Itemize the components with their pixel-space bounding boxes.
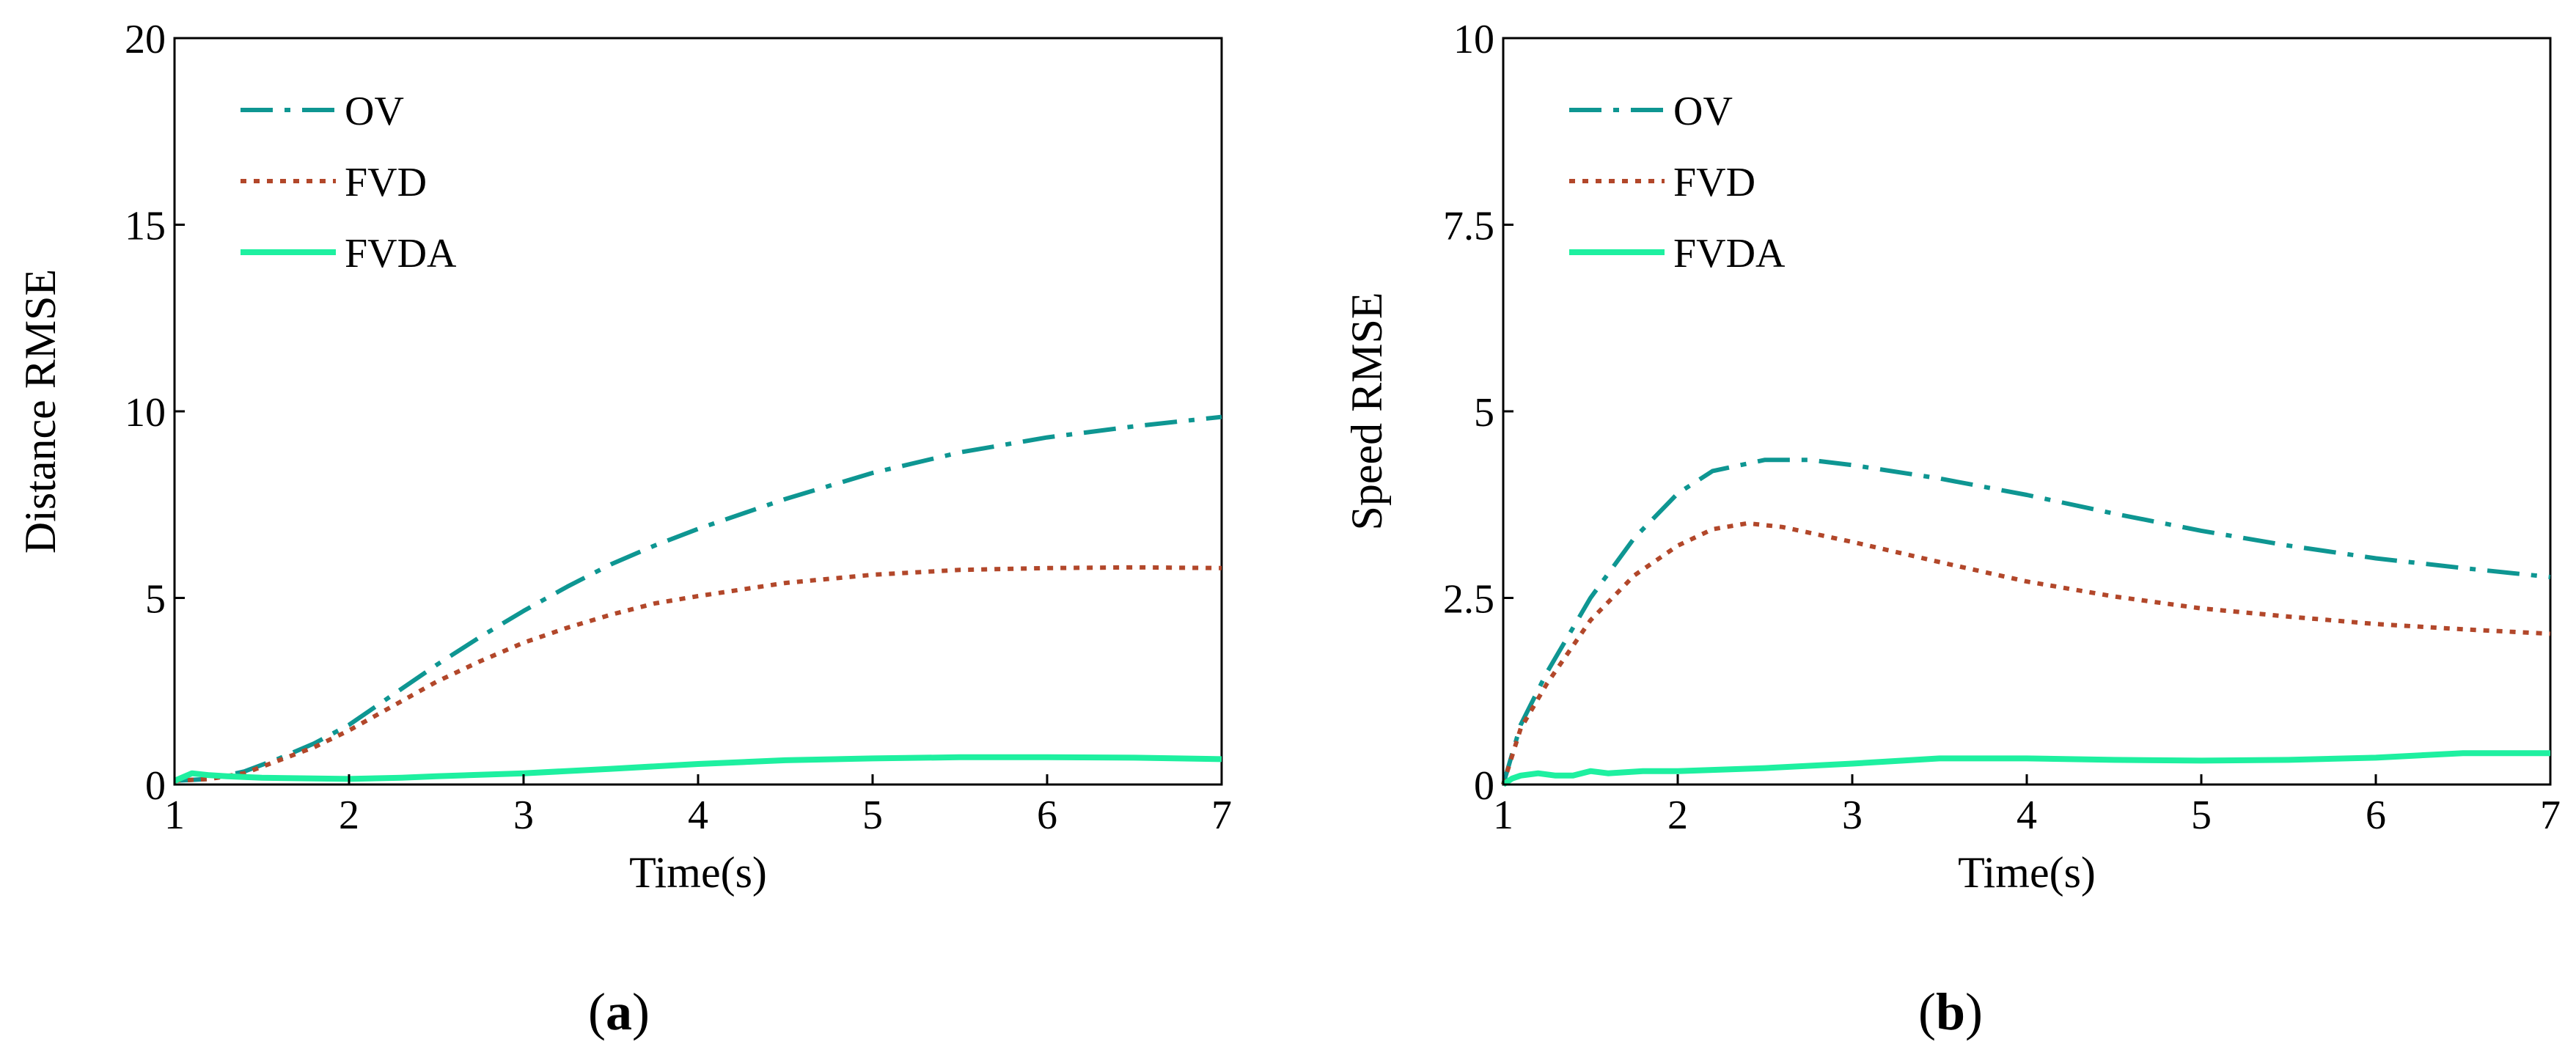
series-line-fvd: [1501, 521, 2551, 785]
caption-open-paren: (: [588, 982, 606, 1041]
y-axis-title: Speed RMSE: [1343, 292, 1391, 530]
x-tick-label: 1: [1493, 793, 1513, 838]
series-layer: [173, 414, 1222, 784]
plot-area-frame: [1502, 37, 2552, 786]
panel-distance-rmse: 1 2 3 4 5 6 7 0 5 10 15 20 Time(s) Distance RMSE OV…: [16, 17, 1232, 1041]
y-tick-label: 5: [1474, 390, 1494, 436]
panel-speed-rmse: 1 2 3 4 5 6 7 0 2.5 5 7.5 10 Time(s) Speed RMSE OV F…: [1343, 17, 2561, 1041]
x-tick-label: 7: [1211, 793, 1232, 838]
y-axis-title: Distance RMSE: [16, 269, 65, 554]
x-tick-label: 3: [513, 793, 534, 838]
caption-close-paren: ): [1965, 982, 1983, 1041]
legend: OV FVD FVDA: [241, 89, 457, 276]
series-line-fvda: [1501, 750, 2550, 787]
y-tick-label: 2.5: [1443, 577, 1494, 622]
panel-caption: (b): [1918, 982, 1983, 1041]
series-line-fvd: [174, 565, 1222, 783]
x-tick-label: 6: [1037, 793, 1057, 838]
legend-label-fvd: FVD: [345, 160, 427, 205]
legend-label-fvda: FVDA: [1673, 231, 1786, 276]
y-tick-label: 7.5: [1443, 204, 1494, 249]
x-tick-label: 4: [688, 793, 708, 838]
x-axis-title: Time(s): [1958, 848, 2096, 897]
x-axis-title: Time(s): [629, 848, 767, 897]
series-line-fvda: [173, 754, 1222, 784]
y-tick-label: 10: [125, 390, 166, 436]
series-line-ov: [1501, 458, 2551, 785]
series-layer: [1501, 458, 2551, 787]
series-line-ov: [174, 414, 1222, 783]
caption-close-paren: ): [632, 982, 650, 1041]
caption-open-paren: (: [1918, 982, 1936, 1041]
x-tick-label: 4: [2017, 793, 2037, 838]
y-tick-label: 0: [1474, 763, 1494, 809]
legend-label-fvd: FVD: [1673, 160, 1755, 205]
y-tick-label: 20: [125, 17, 166, 62]
x-tick-label: 7: [2540, 793, 2561, 838]
axes-layer: 1 2 3 4 5 6 7 0 2.5 5 7.5 10: [1443, 17, 2561, 838]
x-tick-label: 2: [339, 793, 359, 838]
y-tick-label: 0: [145, 763, 166, 809]
caption-letter: a: [606, 982, 632, 1041]
y-tick-label: 5: [145, 577, 166, 622]
x-tick-label: 2: [1667, 793, 1688, 838]
x-tick-label: 5: [2191, 793, 2212, 838]
caption-letter: b: [1936, 982, 1965, 1041]
legend-label-ov: OV: [345, 89, 404, 134]
plot-area-frame: [173, 37, 1223, 786]
x-tick-label: 6: [2366, 793, 2386, 838]
legend: OV FVD FVDA: [1569, 89, 1786, 276]
axes-layer: 1 2 3 4 5 6 7 0 5 10 15 20: [125, 17, 1232, 838]
y-tick-label: 15: [125, 204, 166, 249]
panel-caption: (a): [588, 982, 650, 1041]
x-tick-label: 3: [1842, 793, 1863, 838]
legend-label-fvda: FVDA: [345, 231, 457, 276]
x-tick-label: 5: [862, 793, 883, 838]
x-tick-label: 1: [164, 793, 185, 838]
y-tick-label: 10: [1453, 17, 1494, 62]
legend-label-ov: OV: [1673, 89, 1733, 134]
